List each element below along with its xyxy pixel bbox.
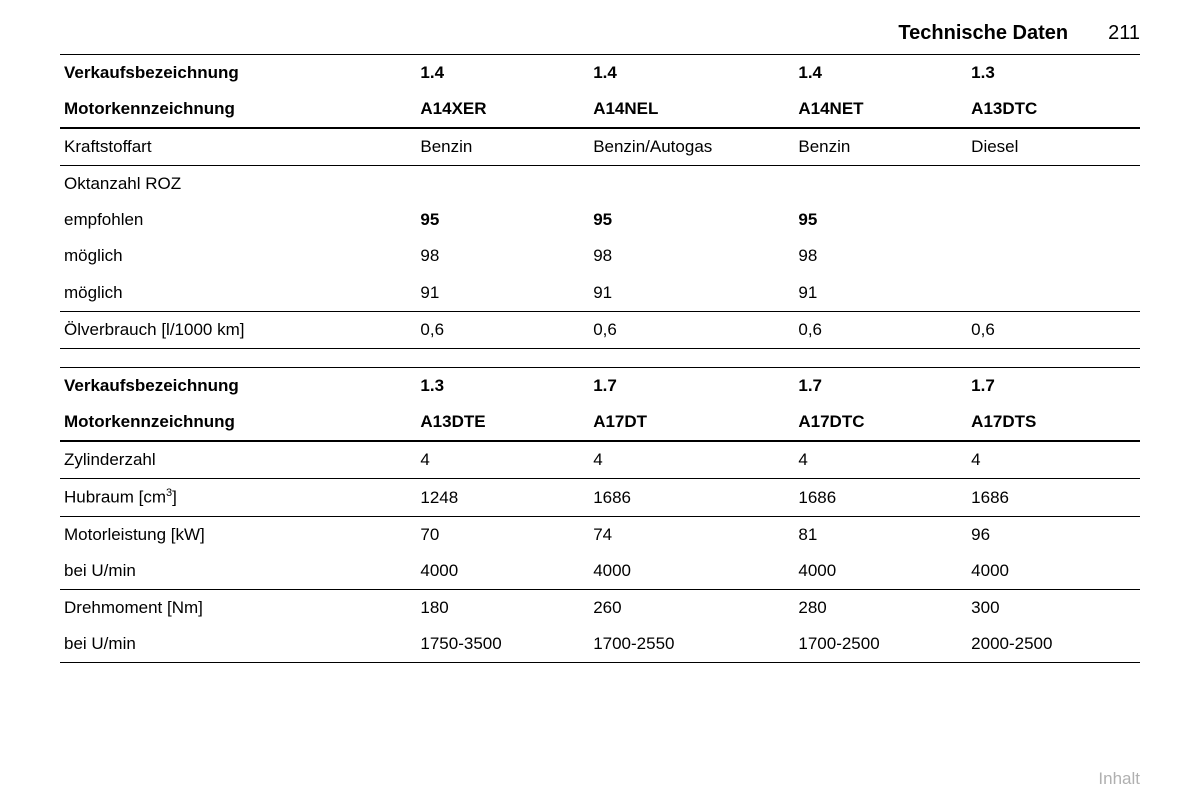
cell: Benzin [416, 128, 589, 166]
cell: 1.7 [794, 367, 967, 404]
footer-link[interactable]: Inhalt [1098, 768, 1140, 790]
cell: 300 [967, 589, 1140, 626]
label-oelverbrauch: Ölverbrauch [l/1000 km] [60, 311, 416, 348]
cell: 1.4 [589, 55, 794, 92]
cell: 1686 [967, 479, 1140, 517]
cell [967, 238, 1140, 274]
cell: 91 [589, 275, 794, 312]
cell: 4000 [589, 553, 794, 590]
label-drehmoment: Drehmoment [Nm] [60, 589, 416, 626]
cell: A14NET [794, 91, 967, 128]
cell: 4000 [794, 553, 967, 590]
label-zylinderzahl: Zylinderzahl [60, 441, 416, 479]
label-moeglich2: möglich [60, 275, 416, 312]
cell: 98 [589, 238, 794, 274]
cell: A17DTC [794, 404, 967, 441]
cell: 2000-2500 [967, 626, 1140, 663]
label-bei-umin-2: bei U/min [60, 626, 416, 663]
cell: 95 [416, 202, 589, 238]
cell: 4 [416, 441, 589, 479]
cell: 4 [794, 441, 967, 479]
specs-table-1: Verkaufsbezeichnung 1.4 1.4 1.4 1.3 Moto… [60, 54, 1140, 349]
cell: 1.7 [589, 367, 794, 404]
cell: A17DTS [967, 404, 1140, 441]
cell: 1750-3500 [416, 626, 589, 663]
cell: 0,6 [589, 311, 794, 348]
cell [967, 202, 1140, 238]
cell: 280 [794, 589, 967, 626]
header-title: Technische Daten [898, 20, 1068, 46]
cell: 81 [794, 516, 967, 553]
cell: 1.4 [794, 55, 967, 92]
cell: A17DT [589, 404, 794, 441]
cell: Benzin [794, 128, 967, 166]
label-hubraum: Hubraum [cm3] [60, 479, 416, 517]
cell: 70 [416, 516, 589, 553]
cell: 180 [416, 589, 589, 626]
cell: 1248 [416, 479, 589, 517]
cell: Diesel [967, 128, 1140, 166]
label-oktanzahl: Oktanzahl ROZ [60, 166, 416, 203]
cell: 1.4 [416, 55, 589, 92]
specs-table-2: Verkaufsbezeichnung 1.3 1.7 1.7 1.7 Moto… [60, 367, 1140, 663]
cell: 96 [967, 516, 1140, 553]
cell: 95 [589, 202, 794, 238]
cell: 98 [794, 238, 967, 274]
cell: 1.3 [416, 367, 589, 404]
cell: 74 [589, 516, 794, 553]
cell [967, 275, 1140, 312]
label-verkaufsbezeichnung: Verkaufsbezeichnung [60, 55, 416, 92]
cell: 91 [794, 275, 967, 312]
cell: A14XER [416, 91, 589, 128]
page-header: Technische Daten 211 [60, 20, 1140, 46]
cell: 1.3 [967, 55, 1140, 92]
cell: 1686 [589, 479, 794, 517]
cell: 4 [967, 441, 1140, 479]
label-kraftstoffart: Kraftstoffart [60, 128, 416, 166]
cell: A13DTC [967, 91, 1140, 128]
cell: 1.7 [967, 367, 1140, 404]
label-motorleistung: Motorleistung [kW] [60, 516, 416, 553]
page-number: 211 [1108, 20, 1140, 46]
cell: 1700-2500 [794, 626, 967, 663]
label-verkaufsbezeichnung: Verkaufsbezeichnung [60, 367, 416, 404]
cell: 98 [416, 238, 589, 274]
cell: A14NEL [589, 91, 794, 128]
cell: A13DTE [416, 404, 589, 441]
cell: 4 [589, 441, 794, 479]
cell: 0,6 [967, 311, 1140, 348]
cell: 0,6 [794, 311, 967, 348]
label-empfohlen: empfohlen [60, 202, 416, 238]
cell: 260 [589, 589, 794, 626]
label-motorkennzeichnung: Motorkennzeichnung [60, 404, 416, 441]
cell: 95 [794, 202, 967, 238]
cell: Benzin/Autogas [589, 128, 794, 166]
cell: 1686 [794, 479, 967, 517]
cell: 4000 [416, 553, 589, 590]
cell: 0,6 [416, 311, 589, 348]
cell: 4000 [967, 553, 1140, 590]
cell: 1700-2550 [589, 626, 794, 663]
label-motorkennzeichnung: Motorkennzeichnung [60, 91, 416, 128]
label-bei-umin-1: bei U/min [60, 553, 416, 590]
cell: 91 [416, 275, 589, 312]
label-moeglich1: möglich [60, 238, 416, 274]
